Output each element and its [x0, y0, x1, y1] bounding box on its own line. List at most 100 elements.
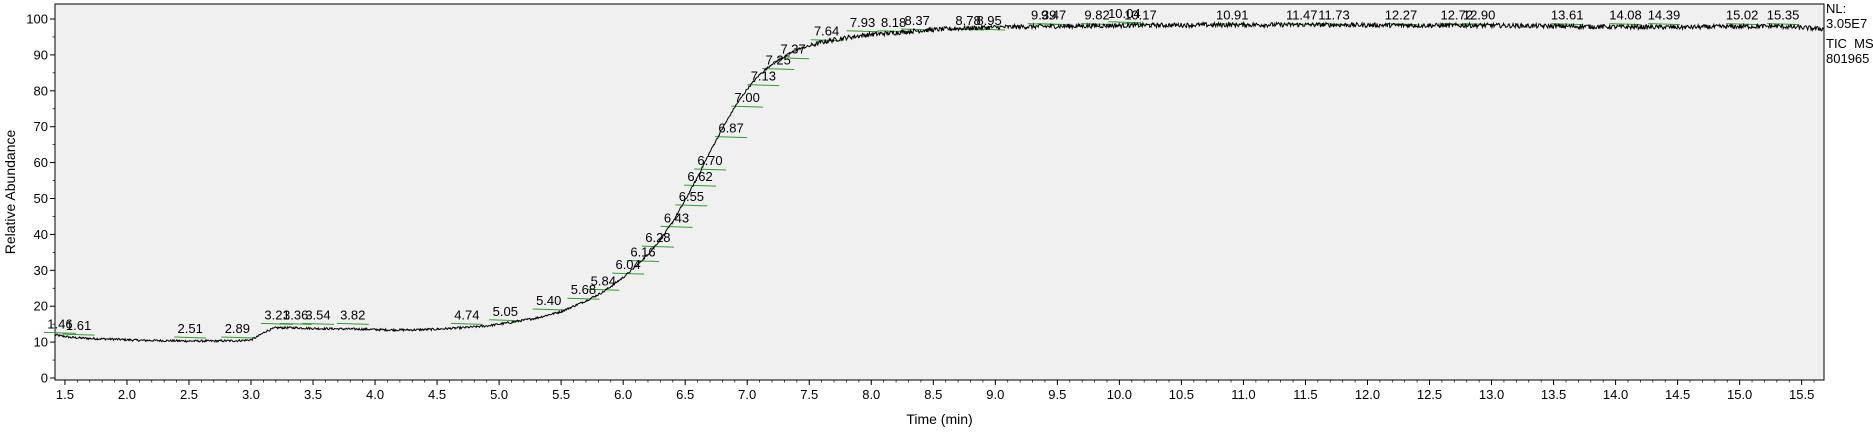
- peak-label: 8.78: [955, 13, 980, 28]
- peak-baseline: [1081, 23, 1114, 26]
- peak-label: 6.43: [664, 210, 689, 225]
- peak-baseline: [660, 225, 693, 228]
- peak-baseline: [612, 272, 645, 275]
- x-tick-label: 2.5: [180, 387, 198, 402]
- peak-label: 6.16: [630, 245, 655, 260]
- x-tick-label: 6.0: [614, 387, 632, 402]
- y-tick-label: 90: [34, 47, 48, 62]
- peak-baseline: [279, 322, 312, 325]
- peak-baseline: [567, 297, 600, 300]
- peak-label: 13.61: [1551, 8, 1584, 23]
- peak-label: 6.87: [718, 121, 743, 136]
- x-tick-label: 15.5: [1789, 387, 1814, 402]
- x-tick-label: 7.5: [800, 387, 818, 402]
- y-tick-label: 0: [41, 371, 48, 386]
- peak-label: 7.00: [735, 90, 760, 105]
- x-tick-label: 14.5: [1665, 387, 1690, 402]
- peak-labels-group: 1.461.61 2.51 2.89 3.213.363.54 3.82 4.74 5.05…: [47, 6, 1799, 336]
- plot-area: [54, 3, 1825, 381]
- y-axis: 0 10 20 30 40 50 60 70 80 90 100: [26, 12, 55, 386]
- x-tick-label: 7.0: [738, 387, 756, 402]
- peak-label: 3.36: [283, 307, 308, 322]
- peak-baseline: [174, 336, 207, 339]
- peak-label: 11.73: [1318, 8, 1350, 23]
- peak-label: 9.47: [1041, 8, 1066, 23]
- side-label-nl-value: 3.05E7: [1826, 16, 1867, 31]
- x-tick-label: 5.5: [552, 387, 570, 402]
- y-axis-title: Relative Abundance: [2, 130, 18, 255]
- peak-label: 6.04: [615, 257, 640, 272]
- peak-label: 15.02: [1726, 8, 1759, 23]
- x-tick-label: 15.0: [1727, 387, 1752, 402]
- x-tick-label: 12.5: [1417, 387, 1442, 402]
- peak-baseline: [952, 28, 985, 31]
- trace-group: [54, 21, 1825, 344]
- x-tick-label: 10.0: [1107, 387, 1132, 402]
- side-label-scan-type: TIC MS: [1826, 36, 1873, 51]
- peak-label: 10.04: [1108, 6, 1141, 21]
- peak-baseline: [641, 245, 674, 248]
- peak-label: 11.47: [1286, 8, 1318, 23]
- x-tick-label: 9.0: [986, 387, 1004, 402]
- y-tick-label: 100: [26, 12, 48, 27]
- peak-baseline: [43, 331, 76, 334]
- peak-baseline: [261, 322, 294, 325]
- x-axis-title: Time (min): [906, 411, 972, 427]
- peak-label: 1.46: [47, 316, 72, 331]
- peak-label: 10.91: [1216, 8, 1249, 23]
- peak-label: 5.68: [571, 282, 596, 297]
- peak-baseline: [336, 322, 369, 325]
- y-tick-label: 10: [34, 335, 48, 350]
- peak-baseline: [587, 288, 620, 291]
- x-axis: 1.5 2.0 2.5 3.0 3.5 4.0 4.5 5.0 5.5 6.0 6.5 7.0 7.5 8…: [56, 380, 1815, 402]
- peak-baseline: [532, 308, 565, 311]
- peak-label: 8.95: [976, 13, 1001, 28]
- x-tick-label: 6.5: [676, 387, 694, 402]
- x-tick-label: 3.5: [304, 387, 322, 402]
- x-tick-label: 4.5: [428, 387, 446, 402]
- peak-baseline: [1551, 23, 1584, 26]
- x-tick-label: 14.0: [1603, 387, 1628, 402]
- peak-baseline: [626, 260, 660, 263]
- peak-baseline: [762, 67, 795, 70]
- peak-label: 3.82: [340, 307, 365, 322]
- y-tick-label: 40: [34, 227, 48, 242]
- peak-label: 10.17: [1124, 8, 1157, 23]
- x-tick-label: 1.5: [56, 387, 74, 402]
- peak-label: 7.37: [780, 42, 805, 57]
- peak-baseline: [62, 333, 95, 336]
- peak-label: 8.18: [881, 15, 906, 30]
- side-info: NL: 3.05E7 TIC MS 801965: [1826, 1, 1873, 66]
- peak-baseline: [810, 39, 843, 42]
- peak-baseline: [301, 322, 335, 325]
- y-tick-label: 30: [34, 263, 48, 278]
- peak-baseline: [675, 204, 708, 207]
- peak-label: 1.61: [66, 318, 91, 333]
- peak-label: 3.54: [305, 307, 330, 322]
- peak-baseline: [715, 136, 748, 139]
- x-tick-label: 8.0: [862, 387, 880, 402]
- peak-label: 6.55: [679, 189, 704, 204]
- x-tick-label: 9.5: [1048, 387, 1066, 402]
- peak-label: 8.37: [905, 13, 930, 28]
- x-tick-label: 11.5: [1293, 387, 1317, 402]
- x-tick-label: 13.0: [1479, 387, 1504, 402]
- peak-label: 9.39: [1031, 8, 1056, 23]
- baseline-group: [43, 21, 1800, 339]
- y-tick-label: 50: [34, 191, 48, 206]
- y-tick-label: 60: [34, 155, 48, 170]
- peak-label: 7.13: [751, 69, 776, 84]
- peak-label: 7.64: [814, 24, 839, 39]
- peak-label: 6.28: [645, 230, 670, 245]
- peak-baseline: [846, 30, 879, 33]
- peak-baseline: [684, 184, 717, 187]
- peak-label: 5.05: [493, 304, 518, 319]
- peak-label: 7.25: [766, 52, 791, 67]
- peak-label: 14.08: [1609, 8, 1642, 23]
- peak-label: 2.51: [178, 321, 203, 336]
- peak-label: 9.82: [1084, 8, 1109, 23]
- x-tick-label: 3.0: [242, 387, 260, 402]
- peak-label: 3.21: [264, 307, 289, 322]
- peak-label: 12.27: [1385, 8, 1418, 23]
- peak-label: 2.89: [225, 321, 250, 336]
